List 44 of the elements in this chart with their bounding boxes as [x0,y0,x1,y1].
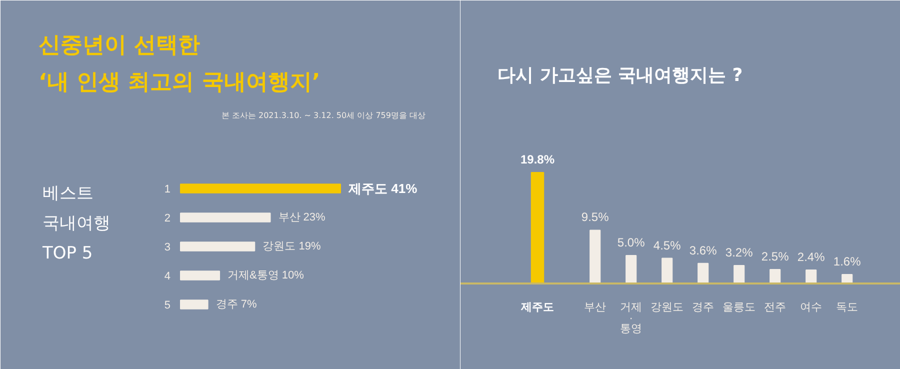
chart-title: 신중년이 선택한 ‘내 인생 최고의 국내여행지’ [38,33,320,95]
bar [626,254,637,284]
text: 본 조사는 2021.3.10. ~ 3.12. 50세 이상 759명을 대상 [221,111,426,120]
data-label: 9.5% [581,210,610,224]
data-label: 강원도 19% [262,240,321,252]
y-tick-label: 4 [164,270,171,282]
y-tick-label: 5 [164,300,171,312]
x-tick-label: 울릉도 [722,302,756,314]
data-label: 제주도 41% [348,181,418,196]
x-tick-label: 강원도 [650,302,684,314]
data-label: 1.6% [833,254,862,269]
data-label: 2.4% [797,250,826,264]
bar [180,184,341,194]
text: 베스트 국내여행 TOP 5 [42,184,110,264]
data-label: 2.5% [761,249,790,264]
y-tick-label: 2 [164,212,171,224]
bar [806,270,817,284]
y-tick-label: 1 [164,184,171,196]
data-label: 4.5% [653,238,682,252]
chart-title: 다시 가고싶은 국내여행지는 ? [498,65,743,86]
bar [180,300,208,310]
bar [770,268,781,284]
x-tick-label: 전주 [764,302,786,314]
data-label: 5.0% [617,235,646,250]
data-label: 거제&통영 10% [228,270,304,282]
data-label: 3.6% [689,243,718,258]
bar [180,212,271,222]
bar [180,242,256,252]
bar [590,230,601,284]
bar [698,262,709,284]
data-label: 경주 7% [216,298,257,310]
y-tick-label: 3 [164,242,171,254]
x-tick-label: 여수 [800,302,822,314]
bar [734,265,745,284]
x-tick-label: 독도 [836,302,858,314]
x-tick-label: 제주도 [520,302,554,314]
x-tick-label: 경주 [692,302,714,314]
x-tick-label: 거제 · 통영 [620,302,642,336]
data-label: 19.8% [520,152,555,166]
data-label: 부산 23% [278,212,326,224]
x-tick-label: 부산 [584,302,606,314]
bar [180,270,220,280]
bar [662,258,673,284]
data-label: 3.2% [725,246,754,260]
